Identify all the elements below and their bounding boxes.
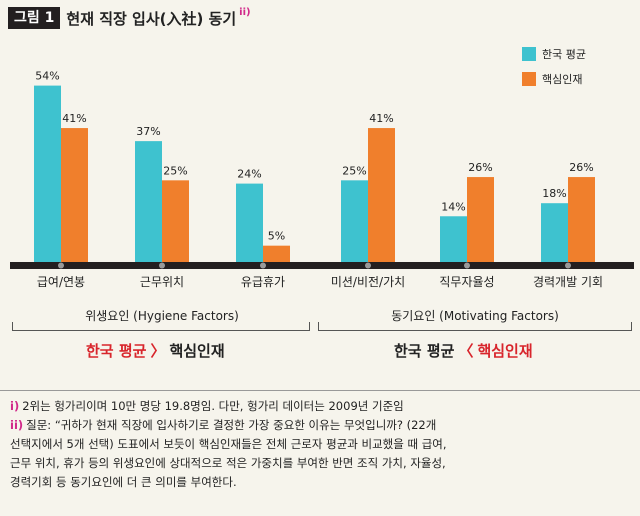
footnote-text: 질문: “귀하가 현재 직장에 입사하기로 결정한 가장 중요한 이유는 무엇입… — [26, 418, 437, 432]
bar-autonomy-core-talent — [467, 177, 494, 262]
data-label-mission-core-talent: 41% — [369, 112, 393, 125]
axis-marker-location — [159, 262, 165, 269]
footnotes: i) 2위는 헝가리이며 10만 명당 19.8명임. 다만, 헝가리 데이터는 … — [0, 390, 640, 516]
footnote-line: 선택지에서 5개 선택) 도표에서 보듯이 핵심인재들은 전체 근로자 평균과 … — [10, 435, 630, 454]
comparison-hygiene-right: 핵심인재 — [169, 342, 225, 360]
footnote-text: 경력기회 등 동기요인에 더 큰 의미를 부여한다. — [10, 475, 237, 489]
legend-item-core-talent: 핵심인재 — [522, 71, 586, 87]
x-tick-label-location: 근무위치 — [140, 275, 184, 289]
footnote-line: 경력기회 등 동기요인에 더 큰 의미를 부여한다. — [10, 473, 630, 492]
bar-autonomy-korea-average — [440, 216, 467, 262]
data-label-paid-leave-core-talent: 5% — [268, 230, 285, 243]
bar-location-core-talent — [162, 180, 189, 262]
comparison-motivating-left: 한국 평균 — [394, 342, 455, 360]
x-tick-label-career: 경력개발 기회 — [533, 275, 603, 289]
footnote-line: ii) 질문: “귀하가 현재 직장에 입사하기로 결정한 가장 중요한 이유는 … — [10, 416, 630, 435]
bar-salary-korea-average — [34, 85, 61, 262]
bar-salary-core-talent — [61, 128, 88, 262]
data-label-autonomy-core-talent: 26% — [468, 161, 492, 174]
legend-item-korea-average: 한국 평균 — [522, 46, 586, 62]
bar-mission-core-talent — [368, 128, 395, 262]
footnote-text: 근무 위치, 휴가 등의 위생요인에 상대적으로 적은 가중치를 부여한 반면 … — [10, 456, 446, 470]
footnote-text: 2위는 헝가리이며 10만 명당 19.8명임. 다만, 헝가리 데이터는 20… — [22, 399, 404, 413]
group-bracket-hygiene — [12, 322, 310, 331]
x-tick-label-autonomy: 직무자율성 — [439, 275, 494, 289]
data-label-career-korea-average: 18% — [542, 187, 566, 200]
data-label-salary-korea-average: 54% — [35, 70, 59, 83]
footnote-line: 근무 위치, 휴가 등의 위생요인에 상대적으로 적은 가중치를 부여한 반면 … — [10, 454, 630, 473]
axis-marker-salary — [58, 262, 64, 269]
data-label-salary-core-talent: 41% — [62, 112, 86, 125]
figure-title: 현재 직장 입사(入社) 동기 — [66, 9, 237, 28]
bar-chart: 54%41%37%25% 24%5%25%41%14%26%18%26%급여/연봉… — [10, 70, 634, 289]
bar-career-core-talent — [568, 177, 595, 262]
bar-location-korea-average — [135, 141, 162, 262]
data-label-career-core-talent: 26% — [569, 161, 593, 174]
data-label-paid-leave-korea-average: 24% — [237, 168, 261, 181]
x-tick-label-paid-leave: 유급휴가 — [241, 275, 285, 289]
comparison-hygiene-left: 한국 평균 — [86, 342, 147, 360]
footnote-mark: i) — [10, 399, 20, 413]
figure-title-row: 그림 1 현재 직장 입사(入社) 동기 ii) — [8, 6, 251, 30]
data-label-location-core-talent: 25% — [163, 164, 187, 177]
comparison-motivating-symbol: 〈 — [458, 342, 474, 360]
x-axis-baseline — [10, 262, 634, 269]
bar-paid-leave-core-talent — [263, 245, 290, 262]
comparison-hygiene-symbol: 〉 — [150, 342, 166, 360]
legend-label-core-talent: 핵심인재 — [542, 73, 583, 86]
legend-swatch-korea-average — [522, 47, 536, 61]
group-label-motivating: 동기요인 (Motivating Factors) — [391, 309, 559, 323]
x-tick-label-mission: 미션/비전/가치 — [331, 275, 405, 289]
footnote-mark: ii) — [10, 418, 24, 432]
footnote-line: i) 2위는 헝가리이며 10만 명당 19.8명임. 다만, 헝가리 데이터는 … — [10, 397, 630, 416]
axis-marker-autonomy — [464, 262, 470, 269]
bar-career-korea-average — [541, 203, 568, 262]
axis-marker-career — [565, 262, 571, 269]
data-label-mission-korea-average: 25% — [342, 164, 366, 177]
axis-marker-paid-leave — [260, 262, 266, 269]
bar-mission-korea-average — [341, 180, 368, 262]
comparison-motivating-right: 핵심인재 — [477, 342, 533, 360]
figure-title-superscript: ii) — [239, 6, 251, 18]
comparison-hygiene: 한국 평균 〉 핵심인재 — [86, 340, 225, 361]
comparison-motivating: 한국 평균 〈 핵심인재 — [394, 340, 533, 361]
figure-badge: 그림 1 — [8, 7, 61, 29]
axis-marker-mission — [365, 262, 371, 269]
group-label-hygiene: 위생요인 (Hygiene Factors) — [85, 309, 239, 323]
legend-swatch-core-talent — [522, 72, 536, 86]
data-label-location-korea-average: 37% — [136, 125, 160, 138]
chart-legend: 한국 평균 핵심인재 — [522, 46, 586, 96]
footnote-text: 선택지에서 5개 선택) 도표에서 보듯이 핵심인재들은 전체 근로자 평균과 … — [10, 437, 447, 451]
bar-paid-leave-korea-average — [236, 183, 263, 262]
legend-label-korea-average: 한국 평균 — [542, 48, 586, 61]
x-tick-label-salary: 급여/연봉 — [37, 275, 85, 289]
data-label-autonomy-korea-average: 14% — [441, 200, 465, 213]
group-bracket-motivating — [318, 322, 632, 331]
